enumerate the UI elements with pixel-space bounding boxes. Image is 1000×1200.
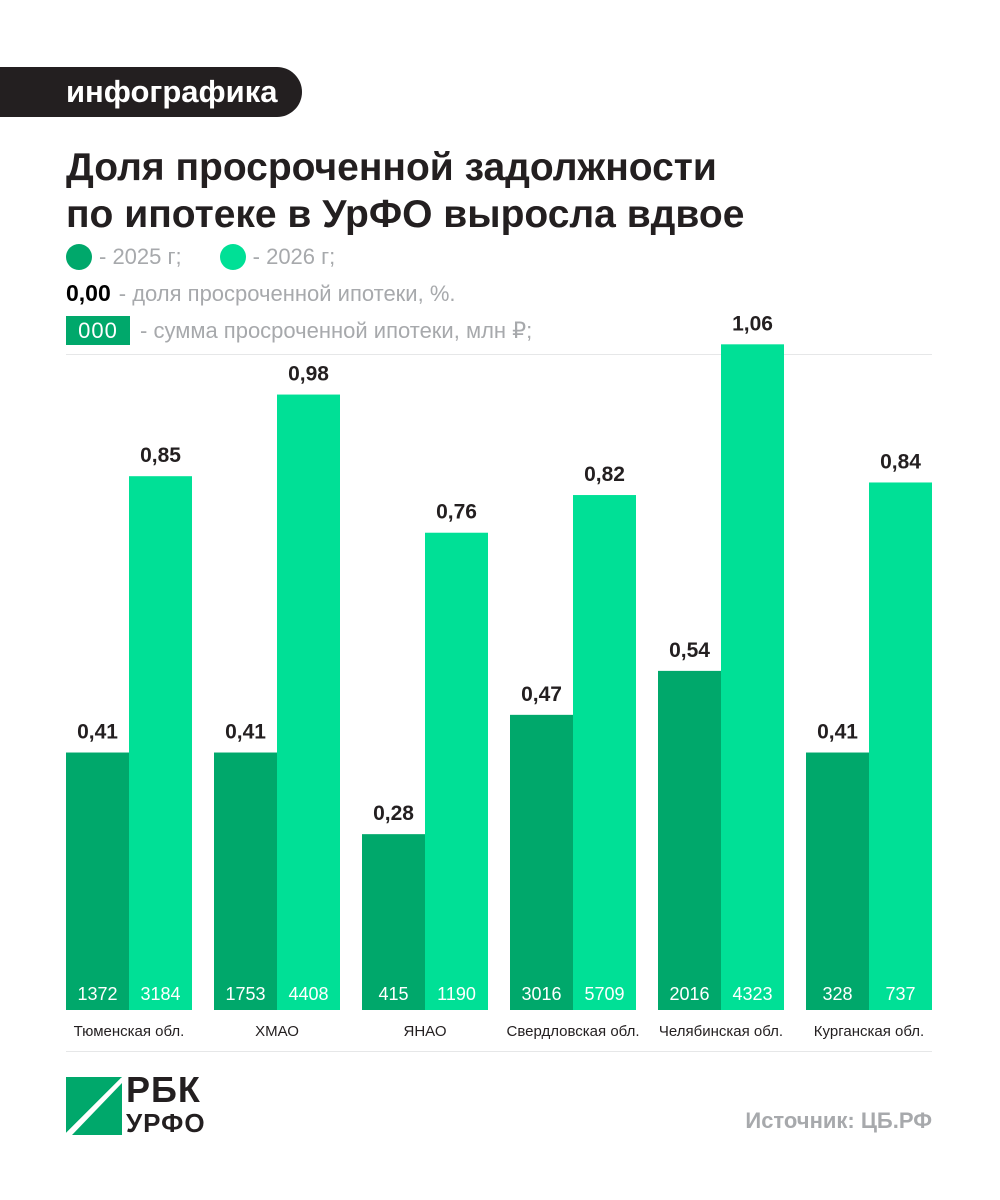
bar-2025-1 [214,752,277,1010]
category-label-4: Челябинская обл. [659,1023,783,1040]
bar-2025-2 [362,834,425,1010]
logo-line-2: УРФО [126,1108,206,1138]
category-label-0: Тюменская обл. [74,1023,185,1040]
value-label-2026-2: 0,76 [436,501,477,524]
category-label-3: Свердловская обл. [507,1023,640,1040]
category-label-5: Курганская обл. [814,1023,924,1040]
value-label-2025-1: 0,41 [225,721,266,744]
value-label-2025-0: 0,41 [77,721,118,744]
bar-2026-2 [425,532,488,1010]
source-note: Источник: ЦБ.РФ [745,1108,932,1133]
infographic-tag: инфографика [0,67,302,117]
top-divider [66,354,932,355]
value-label-2026-5: 0,84 [880,450,921,473]
bar-2026-0 [129,476,192,1010]
sum-label-2025-4: 2016 [669,984,709,1004]
title-line-1: Доля просроченной задолжности [66,146,717,189]
sum-label-2025-5: 328 [822,984,852,1004]
legend-years: - 2025 г; - 2026 г; [66,244,335,270]
legend-share-label: - доля просроченной ипотеки, %. [118,280,456,306]
sum-label-2025-2: 415 [378,984,408,1004]
bottom-divider [66,1051,932,1052]
legend-sum-sample: 000 [66,316,130,345]
value-label-2026-0: 0,85 [140,444,181,467]
legend-share-sample: 0,00 [66,280,111,306]
bar-2026-4 [721,344,784,1010]
category-label-1: ХМАО [255,1023,299,1040]
bar-2026-1 [277,394,340,1010]
value-label-2025-4: 0,54 [669,639,710,662]
sum-label-2025-0: 1372 [77,984,117,1004]
sum-label-2026-2: 1190 [437,984,476,1004]
value-label-2025-5: 0,41 [817,721,858,744]
bar-2026-3 [573,495,636,1010]
legend-2026-label: - 2026 г; [252,244,336,269]
bar-2025-4 [658,670,721,1010]
value-label-2026-4: 1,06 [732,312,773,335]
bar-2025-3 [510,714,573,1010]
page-title: Доля просроченной задолжности по ипотеке… [66,144,744,238]
legend-2026-dot [219,244,246,270]
sum-label-2026-1: 4408 [288,984,328,1004]
sum-label-2026-4: 4323 [732,984,772,1004]
bar-2025-0 [66,752,129,1010]
bar-2026-5 [869,482,932,1011]
value-label-2025-3: 0,47 [521,683,562,706]
sum-label-2026-0: 3184 [140,984,180,1004]
logo-text: РБК УРФО [126,1069,206,1138]
title-line-2: по ипотеке в УрФО выросла вдвое [66,193,745,236]
legend-sum: 000 - сумма просроченной ипотеки, млн ₽; [66,316,532,345]
sum-label-2025-1: 1753 [225,984,265,1004]
legend-share: 0,00 - доля просроченной ипотеки, %. [66,280,456,307]
sum-label-2025-3: 3016 [521,984,561,1004]
category-label-2: ЯНАО [403,1023,446,1040]
logo-icon [66,1077,122,1135]
bar-2025-5 [806,752,869,1010]
value-label-2025-2: 0,28 [373,802,414,825]
bar-chart: 0,41 1372 0,85 3184 Тюменская обл. 0,41 1753 0,… [66,312,932,1040]
legend-2025-label: - 2025 г; [99,244,182,269]
sum-label-2026-5: 737 [885,984,915,1004]
value-label-2026-3: 0,82 [584,463,625,486]
logo-line-1: РБК [126,1069,201,1110]
rbk-urfo-logo: РБК УРФО [66,1071,216,1137]
sum-label-2026-3: 5709 [584,984,624,1004]
legend-2025-dot [66,244,92,270]
legend-sum-label: - сумма просроченной ипотеки, млн ₽; [140,317,533,343]
value-label-2026-1: 0,98 [288,363,329,386]
